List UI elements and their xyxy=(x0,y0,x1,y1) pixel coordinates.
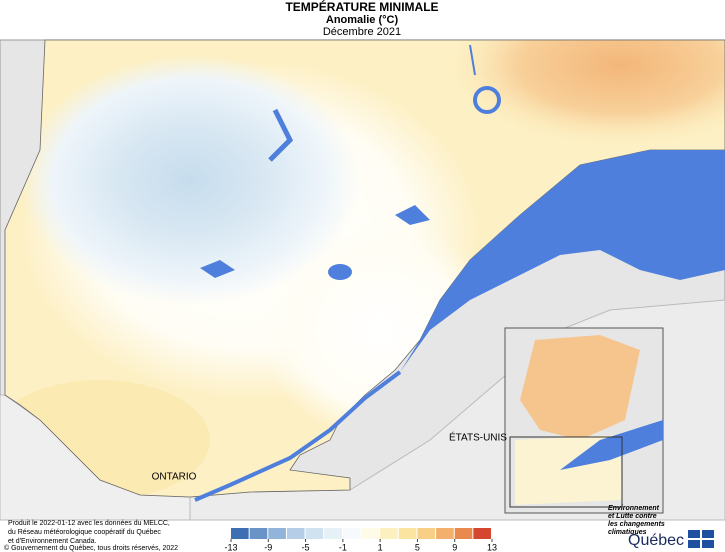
logo-name: Québec xyxy=(628,532,684,549)
copyright: © Gouvernement du Québec, tous droits ré… xyxy=(4,544,178,552)
legend-tick-label: 1 xyxy=(378,542,383,552)
lake xyxy=(469,44,476,76)
lake xyxy=(328,264,352,280)
legend-tick-label: -9 xyxy=(264,542,272,552)
flag xyxy=(688,530,700,538)
title: TEMPÉRATURE MINIMALE xyxy=(285,0,438,14)
legend-swatch xyxy=(417,528,436,539)
legend-swatch xyxy=(398,528,417,539)
legend-tick-label: 5 xyxy=(415,542,420,552)
legend-tick-label: 13 xyxy=(487,542,497,552)
legend-swatch xyxy=(231,528,249,539)
credit: du Réseau météorologique coopératif du Q… xyxy=(8,529,161,536)
river xyxy=(194,370,402,502)
legend-swatch xyxy=(454,528,473,539)
logo-line: climatiques xyxy=(608,529,647,536)
legend-tick-label: -13 xyxy=(224,542,237,552)
ontario-label: ONTARIO xyxy=(152,472,197,483)
legend-swatch xyxy=(286,528,305,539)
inset-water xyxy=(560,420,663,470)
reservoir xyxy=(268,108,294,162)
map: ÉTATS-UNIS ONTARIO xyxy=(0,39,725,521)
logo-line: et Lutte contre xyxy=(608,513,657,520)
credit: et d'Environnement Canada. xyxy=(8,538,97,545)
manicouagan xyxy=(473,86,501,114)
date: Décembre 2021 xyxy=(323,26,401,38)
legend-swatch xyxy=(268,528,286,539)
legend-swatch xyxy=(380,528,398,539)
logo-line: Environnement xyxy=(608,505,660,512)
legend-tick-label: -1 xyxy=(339,542,347,552)
logo: Environnement et Lutte contre les change… xyxy=(608,505,714,549)
inset-frame xyxy=(509,436,623,508)
legend-swatch xyxy=(436,528,454,539)
subtitle: Anomalie (°C) xyxy=(326,14,399,26)
legend-swatch xyxy=(249,528,268,539)
credit: Produit le 2022-01-12 avec les données d… xyxy=(8,520,170,527)
legend-tick-label: -5 xyxy=(302,542,310,552)
flag xyxy=(702,530,714,538)
inset-land xyxy=(520,335,640,440)
flag xyxy=(702,540,714,548)
lake xyxy=(200,260,235,278)
usa-label: ÉTATS-UNIS xyxy=(449,431,507,444)
legend: -13 -9 -5 -1 1 5 9 13 xyxy=(224,528,497,552)
legend-swatch xyxy=(361,528,380,539)
legend-swatch xyxy=(473,528,491,539)
gulf xyxy=(400,150,725,372)
flag xyxy=(688,540,700,548)
lake xyxy=(395,205,430,225)
legend-tick-label: 9 xyxy=(452,542,457,552)
legend-swatch xyxy=(305,528,324,539)
legend-swatch xyxy=(324,528,342,539)
logo-line: les changements xyxy=(608,521,665,528)
legend-swatch xyxy=(342,528,361,539)
